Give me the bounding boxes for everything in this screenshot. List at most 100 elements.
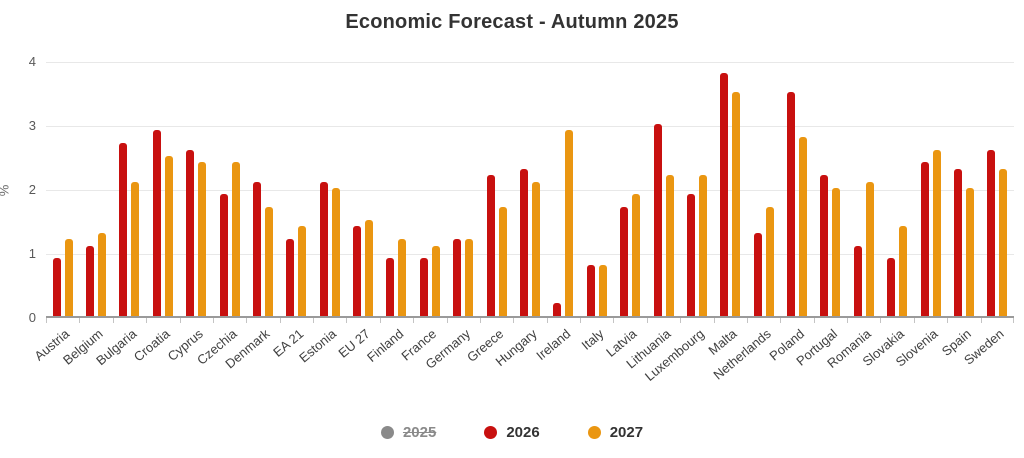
bar-group bbox=[219, 162, 241, 316]
bar-group bbox=[719, 72, 741, 316]
legend-label: 2025 bbox=[402, 424, 437, 441]
bar-group bbox=[385, 239, 407, 316]
x-tick-mark bbox=[714, 318, 715, 323]
plot-area: 0 1 2 3 4 Austria Belgium Bulgaria Croatia Cyprus… bbox=[29, 54, 1014, 384]
bar-2027 bbox=[198, 162, 207, 316]
x-tick-mark bbox=[146, 318, 147, 323]
bar-2027 bbox=[598, 264, 607, 316]
bar-2026 bbox=[286, 239, 295, 316]
chart-title: Economic Forecast - Autumn 2025 bbox=[345, 11, 679, 33]
x-tick-mark bbox=[346, 318, 347, 323]
x-axis-line bbox=[46, 316, 1014, 318]
bar-2026 bbox=[920, 162, 929, 316]
y-tick-label: 1 bbox=[28, 246, 36, 261]
bar-group bbox=[285, 226, 307, 316]
bar-group bbox=[185, 149, 207, 316]
bar-2027 bbox=[264, 207, 273, 316]
bar-2027 bbox=[799, 136, 808, 316]
bar-group bbox=[486, 175, 508, 316]
bar-2027 bbox=[298, 226, 307, 316]
bar-2026 bbox=[186, 149, 195, 316]
bar-group bbox=[853, 181, 875, 316]
bar-2026 bbox=[152, 130, 161, 316]
x-tick-mark bbox=[547, 318, 548, 323]
bar-group bbox=[419, 245, 441, 316]
bar-group bbox=[85, 232, 107, 316]
x-tick-mark bbox=[814, 318, 815, 323]
bar-group bbox=[653, 124, 675, 316]
bar-2026 bbox=[86, 245, 95, 316]
x-tick-mark bbox=[647, 318, 648, 323]
legend: 2025 2026 2027 bbox=[0, 424, 1024, 441]
bar-2027 bbox=[365, 220, 374, 316]
x-tick-mark bbox=[780, 318, 781, 323]
bar-2027 bbox=[431, 245, 440, 316]
bar-group bbox=[953, 168, 975, 316]
x-tick-mark bbox=[79, 318, 80, 323]
bar-2027 bbox=[164, 156, 173, 316]
bar-group bbox=[319, 181, 341, 316]
x-axis-label: Finland bbox=[363, 326, 407, 365]
gridline bbox=[46, 254, 1014, 255]
bar-group bbox=[686, 175, 708, 316]
bar-group bbox=[118, 143, 140, 316]
bar-2027 bbox=[698, 175, 707, 316]
bar-group bbox=[552, 130, 574, 316]
x-tick-mark bbox=[447, 318, 448, 323]
bar-2026 bbox=[219, 194, 228, 316]
x-tick-mark bbox=[981, 318, 982, 323]
legend-label: 2026 bbox=[506, 424, 540, 441]
bar-2027 bbox=[331, 188, 340, 316]
bar-2026 bbox=[653, 124, 662, 316]
x-axis-label: Croatia bbox=[130, 326, 173, 365]
bar-2027 bbox=[732, 92, 741, 316]
bar-2026 bbox=[553, 303, 562, 316]
bar-2026 bbox=[353, 226, 362, 316]
bar-2026 bbox=[453, 239, 462, 316]
legend-item-2026[interactable]: 2026 bbox=[484, 424, 540, 441]
x-tick-mark bbox=[213, 318, 214, 323]
bar-group bbox=[819, 175, 841, 316]
bar-group bbox=[252, 181, 274, 316]
x-tick-mark bbox=[246, 318, 247, 323]
bar-2026 bbox=[119, 143, 128, 316]
bar-2027 bbox=[498, 207, 507, 316]
bar-group bbox=[152, 130, 174, 316]
legend-marker-icon bbox=[587, 426, 601, 439]
bar-2026 bbox=[586, 264, 595, 316]
x-tick-mark bbox=[513, 318, 514, 323]
y-tick-label: 2 bbox=[28, 182, 36, 197]
x-tick-mark bbox=[180, 318, 181, 323]
bar-2026 bbox=[319, 181, 328, 316]
bar-2026 bbox=[520, 168, 528, 316]
bar-2027 bbox=[899, 226, 908, 316]
bar-2027 bbox=[131, 181, 140, 316]
x-axis-label: Ireland bbox=[532, 326, 574, 364]
x-tick-mark bbox=[880, 318, 881, 323]
x-tick-mark bbox=[580, 318, 581, 323]
legend-marker-icon bbox=[484, 426, 498, 439]
bar-2027 bbox=[64, 239, 73, 316]
x-tick-mark bbox=[747, 318, 748, 323]
x-tick-mark bbox=[113, 318, 114, 323]
bar-group bbox=[753, 207, 775, 316]
gridline bbox=[46, 126, 1014, 127]
bar-2027 bbox=[231, 162, 240, 316]
bar-2026 bbox=[620, 207, 629, 316]
bar-group bbox=[920, 149, 942, 316]
bar-2027 bbox=[632, 194, 641, 316]
legend-item-2027[interactable]: 2027 bbox=[587, 424, 643, 441]
bar-2026 bbox=[753, 232, 762, 316]
bar-2026 bbox=[419, 258, 428, 316]
x-tick-mark bbox=[480, 318, 481, 323]
bar-2027 bbox=[932, 149, 941, 316]
bar-2027 bbox=[465, 239, 474, 316]
legend-item-2025[interactable]: 2025 bbox=[380, 424, 437, 441]
bar-2026 bbox=[686, 194, 695, 316]
legend-marker-icon bbox=[380, 426, 394, 439]
x-tick-mark bbox=[847, 318, 848, 323]
bar-2027 bbox=[98, 232, 107, 316]
bar-group bbox=[52, 239, 74, 316]
bar-group bbox=[452, 239, 474, 316]
